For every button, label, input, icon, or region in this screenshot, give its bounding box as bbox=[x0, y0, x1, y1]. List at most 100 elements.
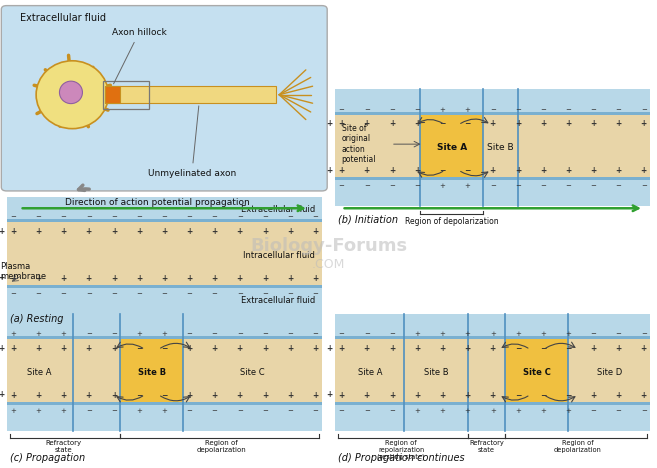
Bar bbox=[335, 89, 650, 115]
Text: +: + bbox=[591, 344, 597, 353]
Text: +: + bbox=[187, 227, 193, 236]
Text: −: − bbox=[212, 331, 217, 337]
Text: +: + bbox=[85, 227, 92, 236]
Text: +: + bbox=[262, 274, 268, 283]
Text: +: + bbox=[85, 391, 92, 400]
Text: Site C: Site C bbox=[523, 367, 551, 377]
Text: +: + bbox=[35, 408, 41, 414]
Text: +: + bbox=[540, 119, 546, 128]
Text: −: − bbox=[565, 344, 572, 353]
Text: +: + bbox=[161, 227, 168, 236]
Text: +: + bbox=[287, 344, 293, 353]
Text: −: − bbox=[364, 107, 370, 113]
Text: Region of
depolarization: Region of depolarization bbox=[196, 440, 246, 453]
Text: +: + bbox=[414, 167, 420, 176]
Text: Site C: Site C bbox=[240, 367, 265, 377]
Text: −: − bbox=[287, 291, 293, 297]
Text: −: − bbox=[313, 408, 318, 414]
Text: +: + bbox=[464, 183, 470, 189]
Text: −: − bbox=[415, 107, 420, 113]
Text: +: + bbox=[11, 331, 16, 337]
Text: −: − bbox=[389, 183, 395, 189]
Text: +: + bbox=[641, 167, 647, 176]
Text: +: + bbox=[540, 408, 546, 414]
Text: +: + bbox=[287, 227, 293, 236]
Text: −: − bbox=[111, 331, 117, 337]
Text: −: − bbox=[187, 291, 193, 297]
Text: +: + bbox=[440, 391, 445, 400]
Text: +: + bbox=[111, 344, 117, 353]
Text: −: − bbox=[641, 183, 646, 189]
Text: +: + bbox=[591, 391, 597, 400]
Text: +: + bbox=[464, 331, 470, 337]
Bar bbox=[335, 112, 650, 115]
Text: +: + bbox=[35, 344, 41, 353]
Text: −: − bbox=[364, 408, 370, 414]
Text: +: + bbox=[312, 391, 319, 400]
Text: −: − bbox=[616, 408, 622, 414]
Text: +: + bbox=[136, 274, 142, 283]
Bar bbox=[120, 339, 183, 405]
Text: −: − bbox=[212, 291, 217, 297]
Text: −: − bbox=[490, 183, 495, 189]
Text: Site A: Site A bbox=[437, 143, 467, 152]
Text: Site D: Site D bbox=[597, 367, 622, 377]
Text: Region of
depolarization: Region of depolarization bbox=[554, 440, 602, 453]
Text: −: − bbox=[439, 167, 445, 176]
Text: +: + bbox=[490, 408, 495, 414]
Text: +: + bbox=[312, 344, 319, 353]
Text: −: − bbox=[187, 331, 193, 337]
Text: +: + bbox=[464, 391, 470, 400]
Text: +: + bbox=[464, 408, 470, 414]
Text: +: + bbox=[212, 391, 217, 400]
Bar bbox=[7, 336, 322, 339]
Text: +: + bbox=[237, 344, 243, 353]
Text: +: + bbox=[415, 331, 420, 337]
Text: −: − bbox=[591, 331, 597, 337]
Text: −: − bbox=[237, 214, 242, 220]
Text: −: − bbox=[591, 107, 597, 113]
Text: +: + bbox=[287, 274, 293, 283]
Bar bbox=[335, 405, 650, 431]
Text: −: − bbox=[616, 183, 622, 189]
Text: −: − bbox=[237, 291, 242, 297]
Text: −: − bbox=[287, 331, 293, 337]
Text: +: + bbox=[262, 344, 268, 353]
Text: +: + bbox=[616, 344, 622, 353]
Text: −: − bbox=[262, 291, 268, 297]
Text: +: + bbox=[85, 344, 92, 353]
Text: +: + bbox=[515, 167, 521, 176]
FancyBboxPatch shape bbox=[1, 6, 327, 191]
Text: −: − bbox=[490, 107, 495, 113]
Text: +: + bbox=[187, 344, 193, 353]
Text: +: + bbox=[540, 331, 546, 337]
Text: +: + bbox=[616, 119, 622, 128]
Text: −: − bbox=[616, 331, 622, 337]
Text: −: − bbox=[86, 408, 91, 414]
Ellipse shape bbox=[36, 61, 108, 129]
Text: +: + bbox=[565, 167, 572, 176]
Text: −: − bbox=[237, 408, 242, 414]
Text: −: − bbox=[415, 183, 420, 189]
Text: −: − bbox=[162, 291, 167, 297]
Text: +: + bbox=[35, 331, 41, 337]
Text: +: + bbox=[440, 408, 445, 414]
Bar bbox=[335, 314, 650, 339]
Text: +: + bbox=[338, 344, 345, 353]
Text: +: + bbox=[489, 119, 496, 128]
Text: +: + bbox=[566, 408, 571, 414]
Text: Axon hillock: Axon hillock bbox=[112, 28, 166, 84]
Text: +: + bbox=[162, 331, 167, 337]
Text: −: − bbox=[11, 291, 16, 297]
Bar bbox=[105, 86, 276, 103]
Text: +: + bbox=[10, 274, 16, 283]
Text: Site B: Site B bbox=[424, 367, 448, 377]
Text: −: − bbox=[35, 291, 41, 297]
Text: +: + bbox=[440, 331, 445, 337]
Text: +: + bbox=[0, 227, 5, 236]
Text: −: − bbox=[111, 408, 117, 414]
Text: −: − bbox=[287, 408, 293, 414]
Text: +: + bbox=[565, 119, 572, 128]
Text: Refractory
state: Refractory state bbox=[45, 440, 81, 453]
Text: +: + bbox=[389, 344, 395, 353]
